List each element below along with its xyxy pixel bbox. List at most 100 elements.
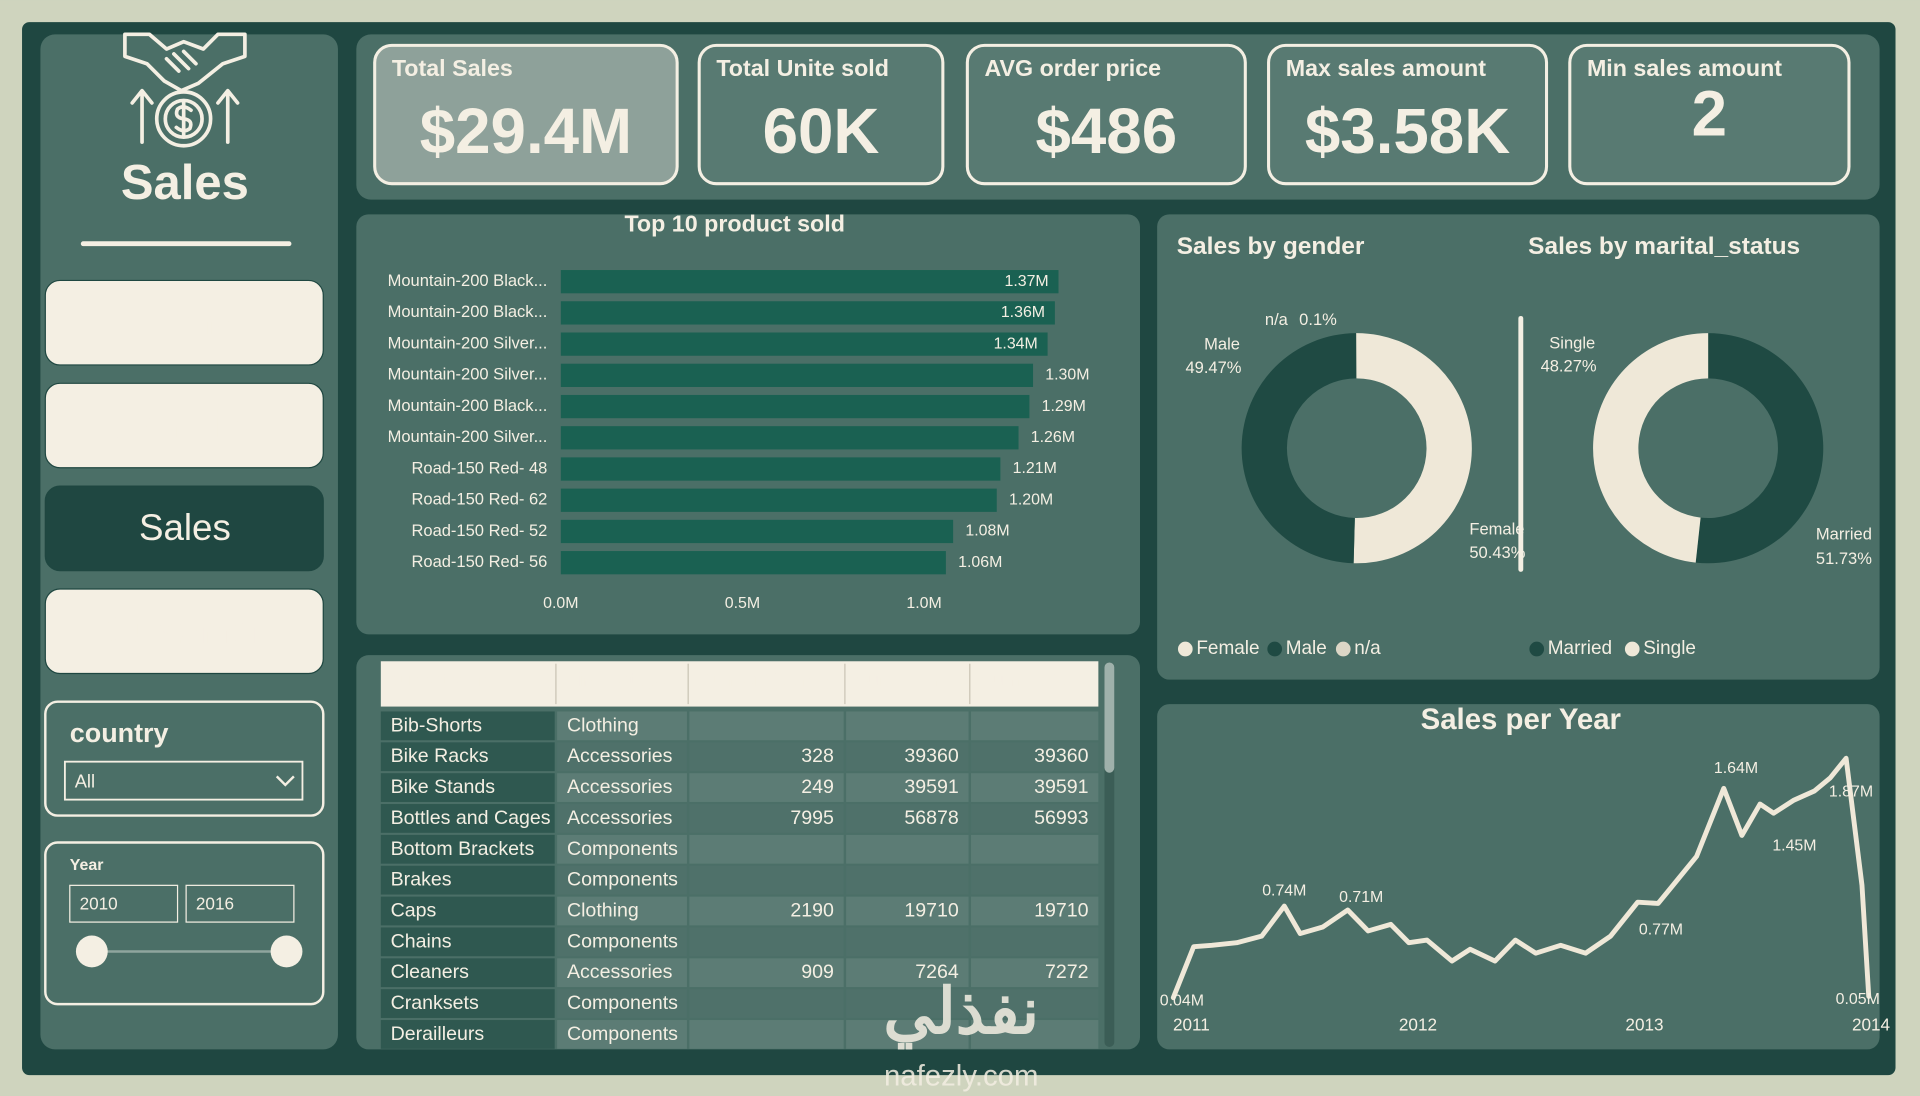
table-cell <box>689 742 844 772</box>
year-input[interactable] <box>185 884 295 923</box>
kpi-value: $3.58K <box>1305 96 1510 167</box>
table-cell <box>971 989 1099 1018</box>
slice-value: 48.27% <box>1541 357 1597 376</box>
bar <box>560 426 1019 450</box>
cell-text: Components <box>567 838 678 860</box>
legend-label[interactable]: Female <box>1196 638 1259 659</box>
cell-text: Accessories <box>567 961 673 983</box>
year-to[interactable]: 2016 <box>196 893 234 913</box>
y-tick-label: Mountain-200 Black... <box>388 271 548 290</box>
y-tick-label: Mountain-200 Black... <box>388 302 548 321</box>
bar <box>560 363 1034 387</box>
donut-slice <box>1695 333 1824 564</box>
table-cell <box>846 773 969 802</box>
kpi-card <box>965 43 1247 186</box>
donut-slice <box>1241 333 1357 564</box>
slice-value: 50.43% <box>1469 543 1525 562</box>
table-cell <box>380 958 555 988</box>
donut-slice <box>1356 333 1357 379</box>
table-cell <box>689 1020 844 1049</box>
cell-text: 39591 <box>904 776 958 798</box>
cell-text: Accessories <box>567 776 673 798</box>
scroll-thumb[interactable] <box>1104 662 1115 773</box>
nav-button[interactable] <box>44 588 324 675</box>
dropdown[interactable] <box>63 760 304 801</box>
legend-label[interactable]: n/a <box>1354 638 1381 659</box>
nav-button[interactable] <box>44 382 324 469</box>
column-header[interactable]: Sum of Price <box>856 670 965 691</box>
table-cell <box>557 834 687 864</box>
legend-swatch <box>1335 641 1351 657</box>
slice-value: 0.1% <box>1299 310 1337 329</box>
y-tick-label: Mountain-200 Silver... <box>388 365 548 384</box>
table-cell <box>689 773 844 802</box>
table-cell <box>557 958 687 988</box>
column-header[interactable]: First category <box>567 670 682 691</box>
data-label: 1.36M <box>1001 304 1045 321</box>
bar <box>560 301 1055 325</box>
column-header[interactable]: Sum of Quantity <box>699 670 836 691</box>
table-cell <box>557 711 687 741</box>
nav-label[interactable]: Customer <box>105 610 264 651</box>
sidebar-title: Sales <box>121 156 249 210</box>
cell-text: Components <box>567 992 678 1014</box>
cell-text: Bike Stands <box>391 776 496 798</box>
x-tick-label: 2013 <box>1625 1015 1663 1035</box>
data-label: 1.34M <box>994 335 1038 352</box>
nav-label[interactable]: Over view <box>103 404 267 445</box>
kpi-label: AVG order price <box>984 55 1161 81</box>
column-header[interactable]: subcategory <box>391 670 495 691</box>
slice-label: Male <box>1204 335 1240 354</box>
cell-text: 7264 <box>915 961 959 983</box>
table-header <box>380 661 1099 707</box>
cell-text: Accessories <box>567 807 673 829</box>
table-cell <box>689 958 844 988</box>
nav-button[interactable] <box>44 485 324 572</box>
slicer-label: Year <box>70 857 104 874</box>
x-tick-label: 0.5M <box>725 595 760 612</box>
legend-swatch <box>1624 641 1640 657</box>
table-cell <box>380 711 555 741</box>
slider-handle[interactable] <box>75 935 108 968</box>
year-input[interactable] <box>69 884 179 923</box>
data-label: 1.29M <box>1042 398 1086 415</box>
kpi-label: Min sales amount <box>1587 55 1782 81</box>
table-cell <box>557 742 687 772</box>
slider-handle[interactable] <box>270 935 303 968</box>
legend-label[interactable]: Male <box>1286 638 1327 659</box>
table-cell <box>846 804 969 833</box>
nav-label[interactable]: Home <box>136 301 234 342</box>
data-label: 1.20M <box>1009 491 1053 508</box>
table-cell <box>971 804 1099 833</box>
nav-label[interactable]: Sales <box>139 507 231 548</box>
table-cell <box>557 989 687 1018</box>
bar <box>560 488 997 512</box>
data-label: 1.37M <box>1004 273 1048 290</box>
x-tick-label: 2011 <box>1173 1015 1210 1035</box>
legend-label[interactable]: Married <box>1548 638 1612 659</box>
table-cell <box>689 804 844 833</box>
column-header[interactable]: Sum of Sales <box>981 670 1094 691</box>
cell-text: Bottles and Cages <box>391 807 551 829</box>
kpi-card <box>373 43 679 186</box>
table-cell <box>846 865 969 895</box>
table-cell <box>380 773 555 802</box>
cell-text: Caps <box>391 899 437 921</box>
bar <box>560 332 1048 356</box>
year-from[interactable]: 2010 <box>80 893 118 913</box>
cell-text: Components <box>567 869 678 891</box>
x-tick-label: 2012 <box>1399 1015 1437 1035</box>
table-cell <box>846 742 969 772</box>
donut-slice <box>1353 333 1472 564</box>
table-cell <box>971 773 1099 802</box>
table-cell <box>380 927 555 957</box>
slice-label: Single <box>1549 333 1595 352</box>
cell-text: Brakes <box>391 869 452 891</box>
chevron <box>275 775 295 787</box>
dropdown-value[interactable]: All <box>75 770 95 791</box>
cell-text: 39591 <box>1034 776 1088 798</box>
nav-button[interactable] <box>44 279 324 366</box>
y-tick-label: Road-150 Red- 52 <box>411 521 547 540</box>
legend-label[interactable]: Single <box>1643 638 1696 659</box>
